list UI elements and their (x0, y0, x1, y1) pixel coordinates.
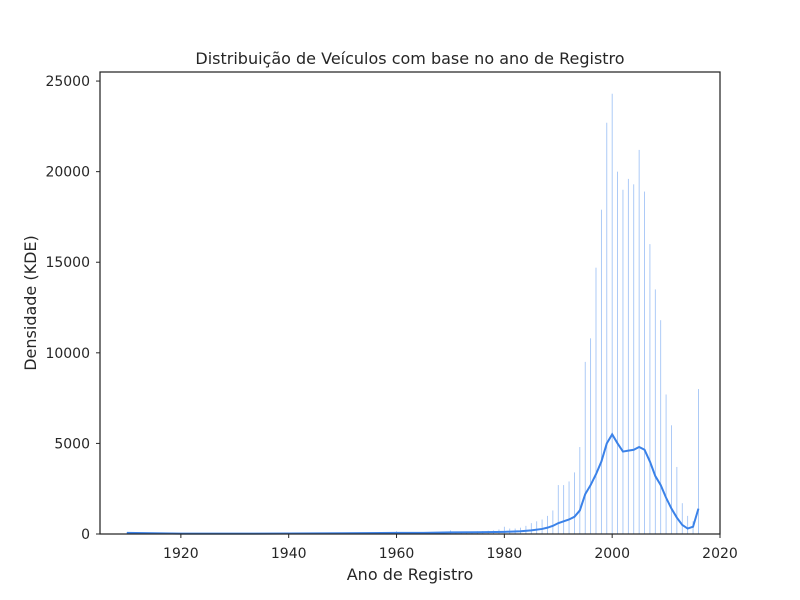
histogram-bar (574, 472, 575, 534)
x-tick-label: 2000 (594, 546, 630, 562)
histogram-bar (606, 122, 608, 534)
histogram-bar (563, 485, 565, 534)
histogram-bar (622, 189, 624, 534)
histogram-bar (579, 447, 581, 534)
histogram-bar (536, 521, 538, 534)
histogram-bar (600, 209, 602, 534)
histogram-bar (584, 361, 586, 534)
chart-title: Distribuição de Veículos com base no ano… (195, 49, 624, 68)
histogram-bar (547, 515, 548, 534)
x-tick-label: 1920 (163, 546, 199, 562)
kde-line (126, 432, 700, 535)
x-tick-label: 1960 (379, 546, 415, 562)
histogram-bar (617, 171, 618, 534)
y-axis-ticks: 0 5000 10000 15000 20000 25000 (45, 74, 100, 543)
histogram-bar (552, 510, 554, 534)
histogram-bar (671, 425, 672, 534)
histogram-bar (649, 244, 651, 534)
histogram-bar (633, 184, 635, 534)
histogram-bar (687, 515, 689, 534)
histogram-bar (665, 394, 667, 534)
histogram-bar (654, 289, 656, 534)
y-tick-label: 25000 (45, 74, 90, 90)
histogram-bar (557, 485, 559, 534)
histogram-bar (698, 389, 699, 534)
histogram-bar (541, 519, 543, 534)
histogram-bar (568, 481, 570, 534)
histogram-bars (126, 93, 699, 535)
y-tick-label: 10000 (45, 346, 90, 362)
histogram-bar (611, 93, 613, 535)
y-tick-label: 15000 (45, 255, 90, 271)
histogram-bar (503, 526, 505, 534)
histogram-bar (676, 466, 678, 534)
histogram-bar (126, 532, 128, 534)
x-axis-ticks: 1920 1940 1960 1980 2000 2020 (163, 534, 738, 562)
x-tick-label: 1980 (487, 546, 523, 562)
histogram-bar (660, 320, 662, 534)
histogram-bar (530, 523, 532, 534)
y-tick-label: 5000 (54, 436, 90, 452)
plot-frame (99, 71, 721, 535)
histogram-bar (627, 178, 629, 534)
y-tick-label: 0 (81, 527, 90, 543)
x-tick-label: 1940 (271, 546, 307, 562)
histogram-bar (590, 338, 592, 534)
histogram-bar (681, 503, 683, 534)
histogram-bar (644, 191, 645, 534)
y-tick-label: 20000 (45, 165, 90, 181)
x-tick-label: 2020 (702, 546, 738, 562)
y-axis-title: Densidade (KDE) (21, 235, 40, 371)
histogram-bar (595, 267, 597, 534)
histogram-bar (638, 149, 640, 534)
x-axis-title: Ano de Registro (347, 565, 474, 584)
